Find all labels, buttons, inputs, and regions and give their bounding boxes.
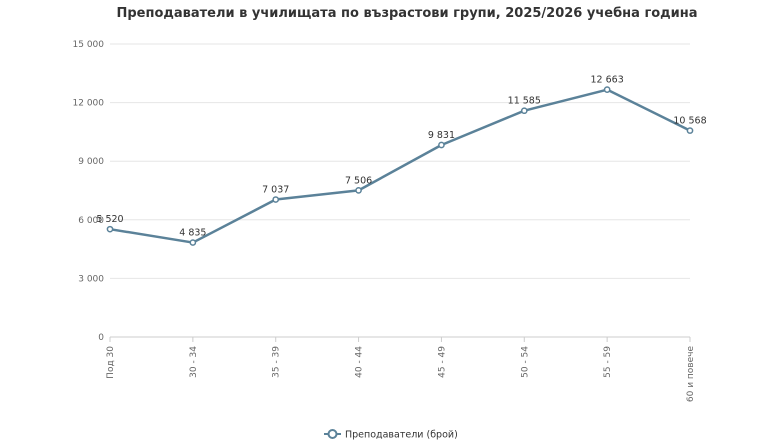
data-labels: 5 520 4 835 7 037 7 506 9 831 11 585 12 663 10 … (96, 75, 706, 239)
chart-title: Преподаватели в училищата по възрастови … (116, 6, 697, 21)
data-label: 4 835 (179, 228, 206, 239)
x-tick-label: Под 30 (106, 346, 116, 379)
y-tick-label: 12 000 (73, 99, 105, 109)
data-point[interactable] (438, 141, 445, 149)
data-point[interactable] (603, 86, 611, 93)
series-line (109, 88, 691, 244)
data-point[interactable] (189, 239, 197, 246)
data-label: 5 520 (96, 214, 123, 225)
y-tick-label: 3 000 (78, 274, 104, 284)
y-tick-label: 9 000 (78, 157, 104, 167)
data-label: 12 663 (591, 75, 624, 86)
data-label: 11 585 (508, 96, 541, 107)
data-point[interactable] (355, 187, 362, 194)
x-tick-label: 40 - 44 (355, 346, 365, 378)
x-tick-label: 45 - 49 (437, 346, 447, 378)
x-tick-label: 35 - 39 (272, 346, 282, 378)
data-label: 9 831 (428, 130, 455, 141)
series-layer (106, 86, 694, 246)
x-tick-label: 55 - 59 (603, 346, 613, 378)
x-axis-ticks: Под 30 30 - 34 35 - 39 40 - 44 45 - 49 50 - 5… (106, 337, 696, 402)
data-point[interactable] (520, 107, 528, 115)
data-point[interactable] (106, 225, 114, 233)
y-tick-label: 6 000 (78, 216, 104, 226)
x-tick-label: 60 и повече (686, 346, 696, 403)
legend-marker-icon (327, 429, 338, 439)
data-label: 10 568 (673, 116, 706, 127)
x-tick-label: 50 - 54 (520, 346, 530, 378)
y-tick-label: 0 (98, 333, 104, 343)
y-tick-label: 15 000 (73, 40, 105, 50)
grid-layer (110, 43, 690, 338)
data-label: 7 037 (262, 185, 289, 196)
legend-label: Преподаватели (брой) (345, 430, 458, 441)
data-point[interactable] (686, 127, 694, 134)
data-point[interactable] (272, 196, 280, 203)
data-label: 7 506 (345, 175, 372, 186)
x-tick-label: 30 - 34 (189, 346, 199, 378)
legend[interactable]: Преподаватели (брой) (324, 429, 458, 441)
y-axis-ticks: 0 3 000 6 000 9 000 12 000 15 000 (73, 40, 105, 343)
